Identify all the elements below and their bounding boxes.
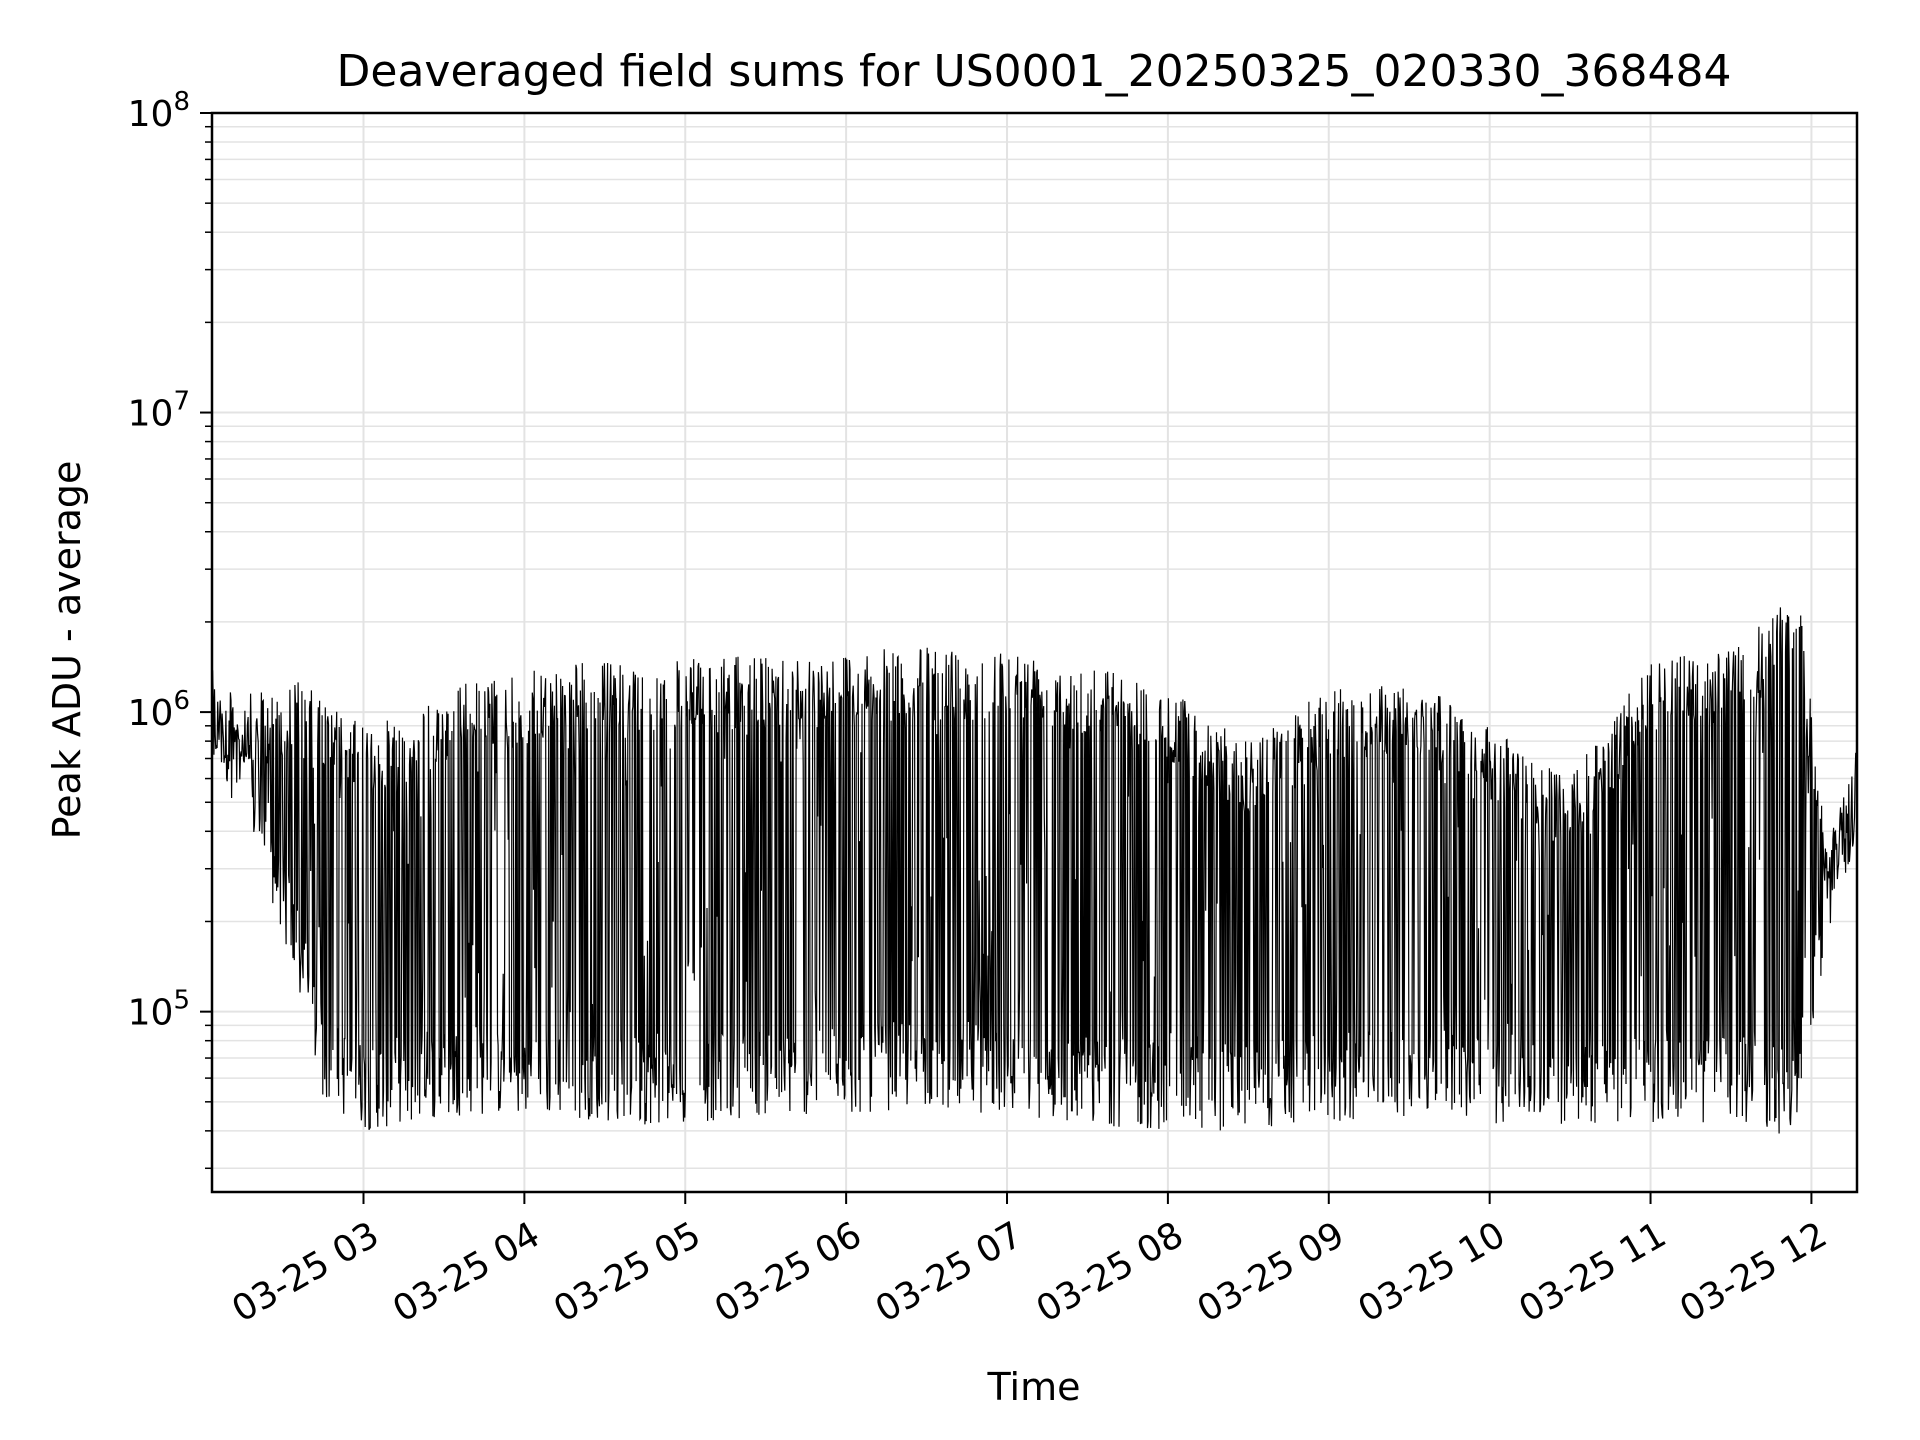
y-tick-label: 106	[128, 686, 190, 734]
y-tick-label: 107	[128, 387, 190, 435]
plot-area	[211, 607, 1858, 1134]
y-axis: 105 106 107 108	[128, 87, 212, 1170]
y-axis-label: Peak ADU - average	[45, 461, 89, 840]
x-axis-label: Time	[987, 1365, 1081, 1409]
y-tick-label: 108	[128, 87, 190, 135]
series-line	[211, 607, 1858, 1134]
chart-title: Deaveraged field sums for US0001_2025032…	[337, 46, 1732, 97]
y-tick-label: 105	[128, 986, 190, 1034]
axes-frame	[210, 111, 1859, 1194]
